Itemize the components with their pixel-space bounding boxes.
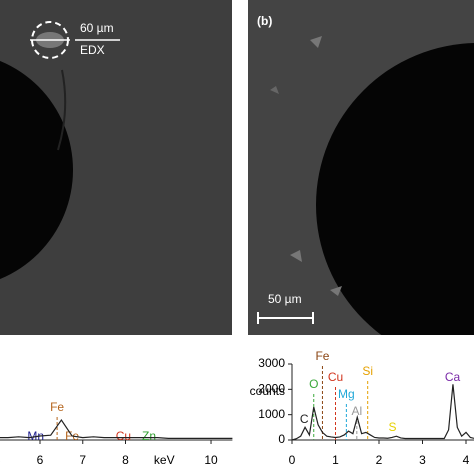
element-label: C — [300, 412, 309, 426]
element-label: Mg — [338, 387, 355, 401]
x-tick-label: 0 — [289, 453, 296, 467]
scale-label: 50 µm — [268, 292, 302, 306]
element-label: Si — [362, 364, 373, 378]
element-label: Cu — [328, 370, 343, 384]
element-label: Al — [351, 404, 362, 418]
element-label: S — [388, 420, 396, 434]
element-label: Fe — [315, 349, 329, 363]
element-label: Fe — [50, 400, 64, 414]
x-axis-label: keV — [154, 453, 175, 467]
scale-label: 60 µm — [80, 21, 114, 35]
x-tick-label: 6 — [37, 453, 44, 467]
y-tick-label: 3000 — [258, 356, 285, 370]
sem-image-right — [248, 0, 474, 335]
y-axis-label: counts — [250, 384, 285, 398]
spectrum-line — [291, 384, 474, 441]
element-label: O — [309, 377, 318, 391]
x-tick-label: 2 — [376, 453, 383, 467]
x-tick-label: 1 — [332, 453, 339, 467]
y-tick-label: 1000 — [258, 407, 285, 421]
spectrum-line — [0, 418, 233, 439]
sem-image-left — [0, 0, 232, 335]
element-label: Cu — [116, 429, 131, 443]
x-tick-label: 5 — [0, 453, 1, 467]
element-label: Ca — [445, 370, 461, 384]
y-tick-label: 0 — [278, 432, 285, 446]
x-tick-label: 7 — [79, 453, 86, 467]
x-tick-label: 10 — [204, 453, 218, 467]
element-label: Zn — [142, 429, 156, 443]
x-tick-label: 3 — [419, 453, 426, 467]
y-tick-label: 2000 — [258, 382, 285, 396]
panel-label: (b) — [257, 14, 272, 28]
x-tick-label: 8 — [122, 453, 129, 467]
x-tick-label: 4 — [463, 453, 470, 467]
edx-label: EDX — [80, 43, 105, 57]
